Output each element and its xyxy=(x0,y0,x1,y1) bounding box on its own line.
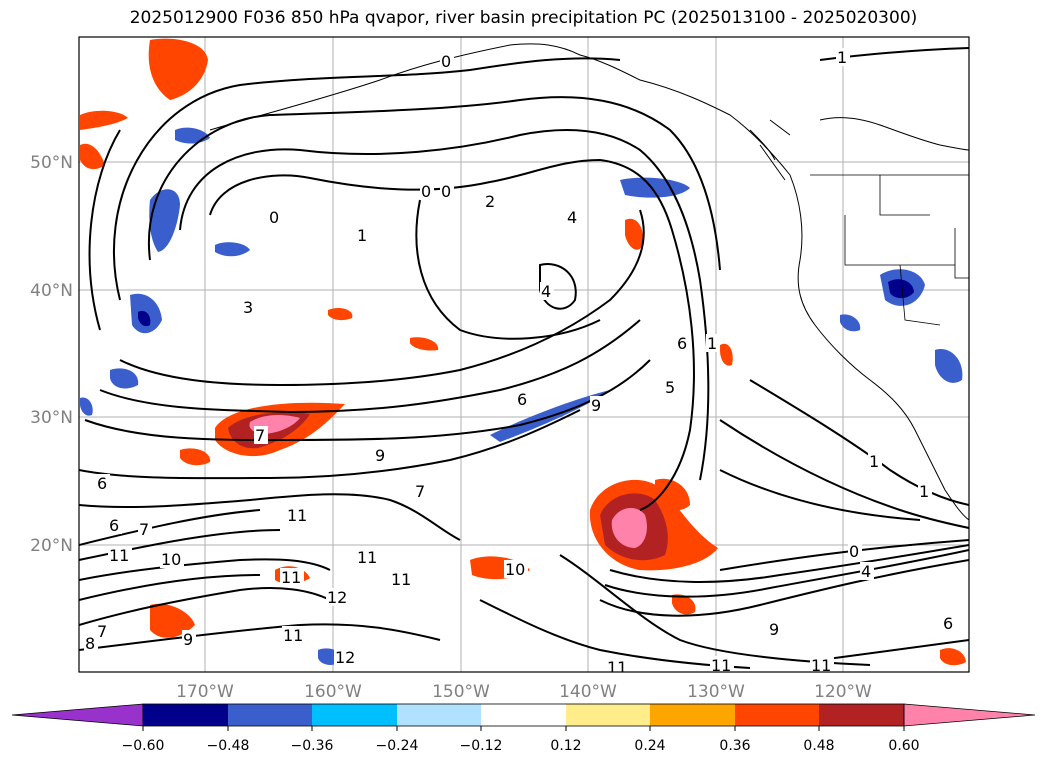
colorbar-extend-left xyxy=(11,703,144,727)
contour-label: 7 xyxy=(139,520,149,539)
lon-label-140w: 140°W xyxy=(559,682,617,702)
colorbar-segment xyxy=(312,704,397,726)
colorbar-tick: −0.12 xyxy=(460,738,503,754)
contour-label: 1 xyxy=(357,226,367,245)
map-title: 2025012900 F036 850 hPa qvapor, river ba… xyxy=(129,8,918,28)
contour-label: 11 xyxy=(287,506,307,525)
colorbar-tick: 0.60 xyxy=(888,738,919,754)
colorbar-segment xyxy=(650,704,735,726)
contour-label: 11 xyxy=(711,656,731,675)
contour-label: 9 xyxy=(769,620,779,639)
contour-label: 9 xyxy=(375,446,385,465)
latitude-labels: 50°N 40°N 30°N 20°N xyxy=(30,153,73,556)
contour-label: 4 xyxy=(567,208,577,227)
contour-label: 1 xyxy=(837,48,847,67)
colorbar-tick: 0.36 xyxy=(719,738,750,754)
contour-label: 11 xyxy=(109,546,129,565)
contour-label: 6 xyxy=(109,516,119,535)
contour-label: 0 xyxy=(269,208,279,227)
colorbar-segment xyxy=(228,704,312,726)
lon-label-130w: 130°W xyxy=(687,682,745,702)
contour-label: 7 xyxy=(415,482,425,501)
contour-label: 12 xyxy=(327,588,347,607)
colorbar-segment xyxy=(566,704,650,726)
precip-positive-areas xyxy=(80,38,966,666)
contour-label: 3 xyxy=(243,298,253,317)
contour-label: 9 xyxy=(591,396,601,415)
colorbar-segment xyxy=(819,704,904,726)
colorbar-segment xyxy=(481,704,566,726)
colorbar-tick: 0.12 xyxy=(550,738,581,754)
map-border xyxy=(78,36,970,673)
contour-label: 2 xyxy=(485,192,495,211)
contour-label: 10 xyxy=(161,550,181,569)
contour-label: 1 xyxy=(707,334,717,353)
colorbar-tick: 0.48 xyxy=(803,738,834,754)
qvapor-contours xyxy=(79,47,969,669)
colorbar-extend-right xyxy=(903,703,1036,727)
graticule xyxy=(79,37,969,672)
colorbar-tick: −0.24 xyxy=(376,738,419,754)
lat-label-30n: 30°N xyxy=(30,408,73,428)
contour-label: 7 xyxy=(97,622,107,641)
contour-label: 11 xyxy=(607,658,627,677)
colorbar: −0.60 −0.48 −0.36 −0.24 −0.12 0.12 0.24 … xyxy=(11,703,1036,754)
contour-label: 11 xyxy=(283,626,303,645)
colorbar-tick: −0.60 xyxy=(122,738,165,754)
colorbar-outline xyxy=(142,703,905,727)
colorbar-segment xyxy=(397,704,481,726)
contour-label: 0 xyxy=(421,182,431,201)
contour-label: 11 xyxy=(281,568,301,587)
contour-labels: 0 0 0 0 1 2 3 4 4 1 1 1 1 6 9 9 7 7 6 6 … xyxy=(84,48,956,677)
contour-label: 6 xyxy=(97,474,107,493)
contour-label: 4 xyxy=(861,562,871,581)
lon-label-120w: 120°W xyxy=(814,682,872,702)
lon-label-160w: 160°W xyxy=(304,682,362,702)
contour-label: 7 xyxy=(255,426,265,445)
lat-label-20n: 20°N xyxy=(30,536,73,556)
contour-label: 12 xyxy=(335,648,355,667)
contour-label: 11 xyxy=(357,548,377,567)
contour-label: 6 xyxy=(943,614,953,633)
colorbar-segment xyxy=(735,704,819,726)
contour-label: 9 xyxy=(183,630,193,649)
contour-label: 11 xyxy=(811,656,831,675)
contour-label: 1 xyxy=(919,482,929,501)
contour-label: 0 xyxy=(849,542,859,561)
longitude-labels: 170°W 160°W 150°W 140°W 130°W 120°W xyxy=(176,682,872,702)
borders xyxy=(810,174,969,326)
contour-label: 11 xyxy=(391,570,411,589)
lat-label-40n: 40°N xyxy=(30,281,73,301)
contour-label: 10 xyxy=(505,560,525,579)
contour-label: 0 xyxy=(441,182,451,201)
colorbar-tick: −0.36 xyxy=(291,738,334,754)
contour-label: 6 xyxy=(517,390,527,409)
contour-label: 5 xyxy=(665,378,675,397)
colorbar-tick: 0.24 xyxy=(634,738,665,754)
colorbar-tick: −0.48 xyxy=(207,738,250,754)
lat-label-50n: 50°N xyxy=(30,153,73,173)
contour-label: 6 xyxy=(677,334,687,353)
lon-label-170w: 170°W xyxy=(176,682,234,702)
lon-label-150w: 150°W xyxy=(432,682,490,702)
contour-label: 0 xyxy=(441,52,451,71)
contour-label: 4 xyxy=(541,282,551,301)
contour-label: 8 xyxy=(85,634,95,653)
colorbar-segment xyxy=(143,704,228,726)
contour-label: 1 xyxy=(869,452,879,471)
